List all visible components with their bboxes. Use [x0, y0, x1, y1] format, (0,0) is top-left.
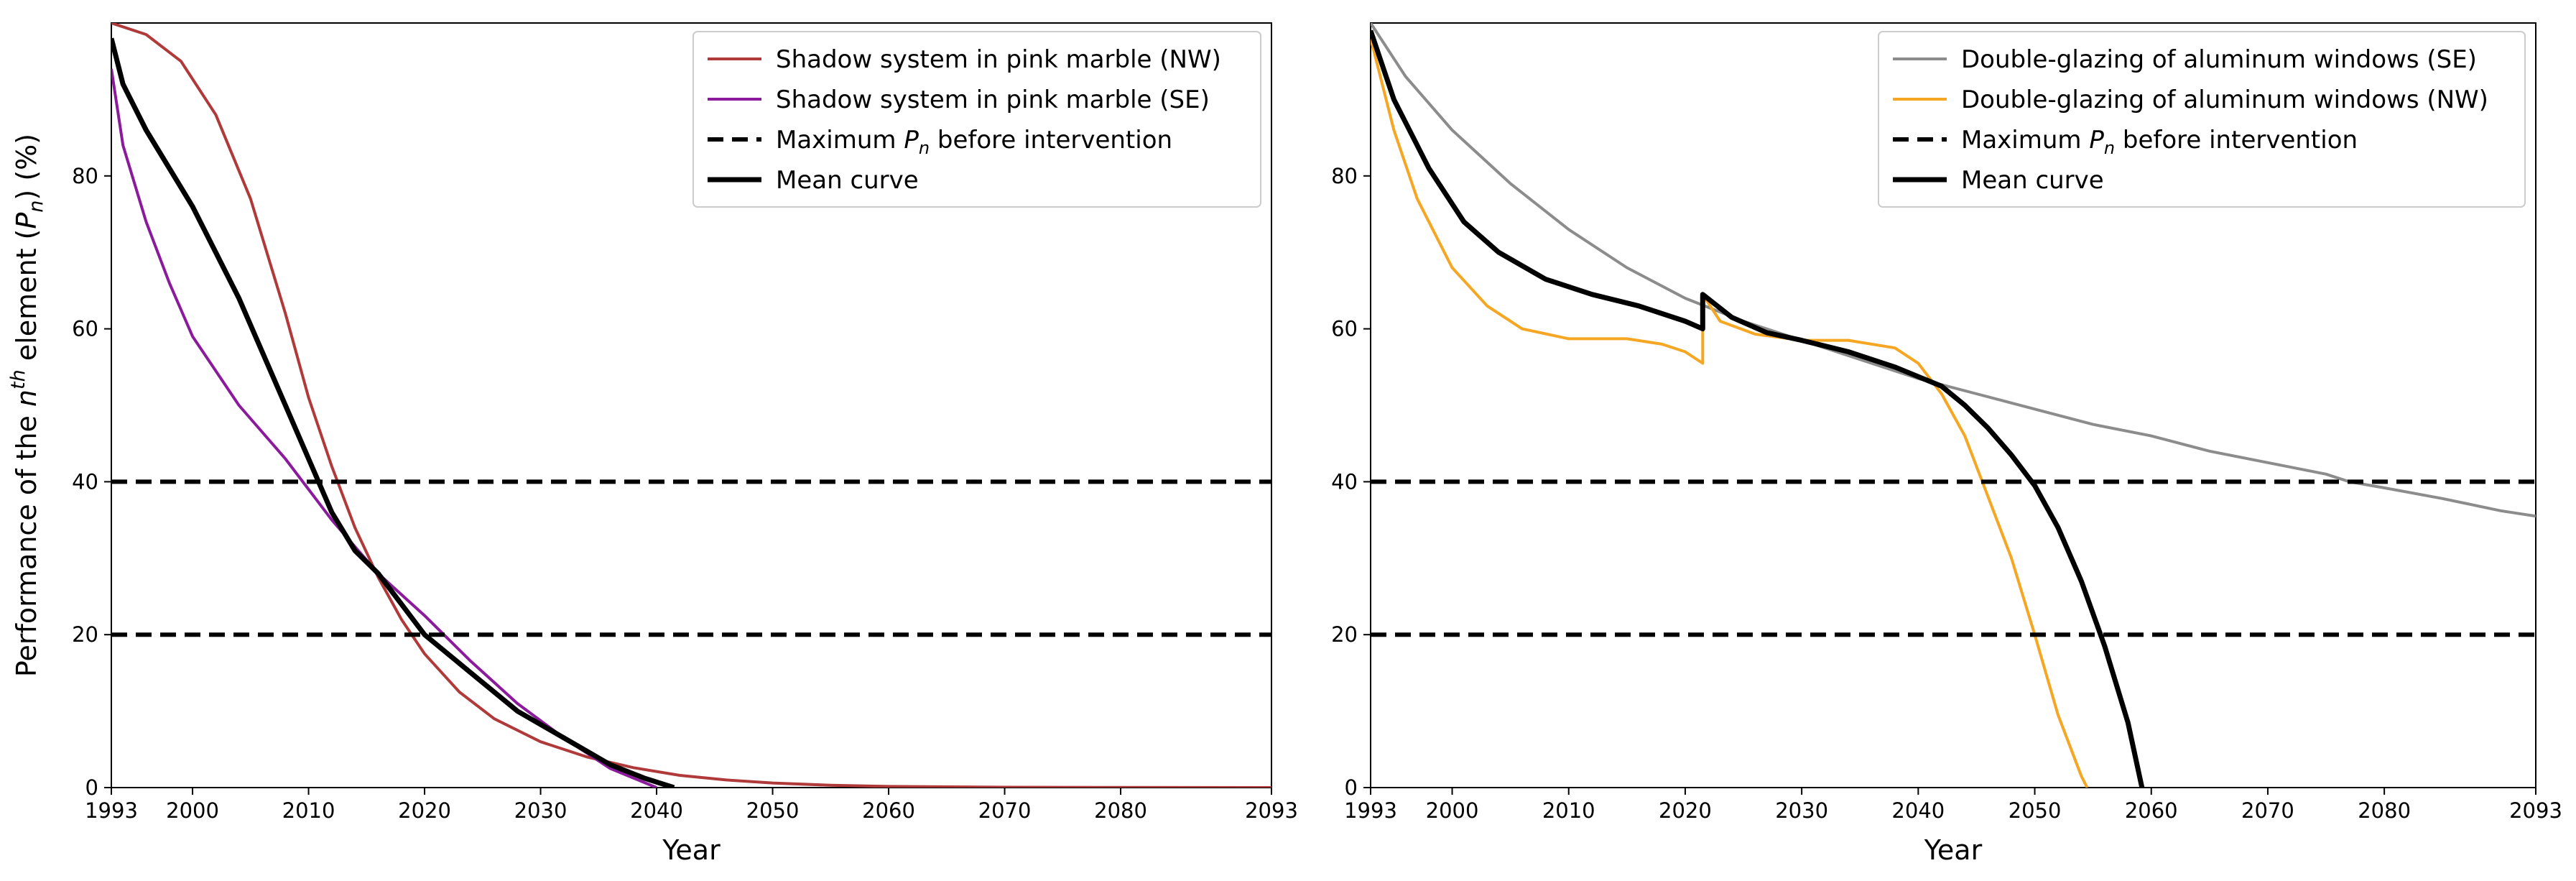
y-tick-label: 40 — [72, 469, 98, 494]
chart-panel-2: 1993 2000 2010 2020 2030 2040 2050 2060 2070 2080… — [1331, 22, 2562, 866]
legend-label: Mean curve — [776, 166, 919, 195]
legend-box — [692, 31, 1261, 208]
y-tick-label: 60 — [72, 317, 98, 341]
legend-label: Double-glazing of aluminum windows (SE) — [1961, 45, 2477, 74]
x-tick-label: 2030 — [514, 798, 567, 823]
chart-panel-1: 1993 2000 2010 2020 2030 2040 2050 2060 2070 2080… — [7, 22, 1298, 866]
x-tick-label: 2010 — [1542, 798, 1595, 823]
x-tick-label: 2010 — [282, 798, 335, 823]
x-tick-label: 2040 — [1891, 798, 1945, 823]
legend-label: Mean curve — [1961, 166, 2104, 195]
x-tick-label: 2070 — [978, 798, 1032, 823]
x-tick-label: 2060 — [2125, 798, 2178, 823]
x-tick-label: 2020 — [1659, 798, 1712, 823]
series-mean-curve-line — [111, 37, 675, 788]
series-layer — [1371, 23, 2536, 788]
series-double-glazing-of-aluminum-windows-nw-line — [1371, 37, 2089, 788]
x-tick-label: 2000 — [1426, 798, 1479, 823]
x-tick-label: 2040 — [630, 798, 683, 823]
series-shadow-system-in-pink-marble-nw-line — [111, 23, 1271, 788]
x-tick-label: 2070 — [2241, 798, 2294, 823]
y-tick-label: 20 — [72, 622, 98, 647]
x-axis-label: Year — [662, 834, 721, 866]
series-layer — [111, 23, 1271, 788]
plot-frame — [111, 22, 1272, 788]
legend-box — [1878, 31, 2526, 208]
x-tick-label: 2000 — [166, 798, 219, 823]
x-tick-label: 2050 — [746, 798, 800, 823]
legend-label: Maximum Pn before intervention — [776, 126, 1172, 158]
y-tick-label: 80 — [1331, 164, 1358, 188]
legend: Shadow system in pink marble (NW) Shadow … — [692, 31, 1261, 208]
x-tick-label: 1993 — [85, 798, 138, 823]
series-mean-curve-line — [1371, 29, 2145, 788]
legend: Double-glazing of aluminum windows (SE) D… — [1878, 31, 2526, 208]
series-shadow-system-in-pink-marble-se-line — [111, 68, 657, 788]
x-tick-label: 2093 — [2509, 798, 2562, 823]
y-tick-label: 0 — [1345, 775, 1358, 800]
x-tick-label: 2093 — [1245, 798, 1298, 823]
x-tick-label: 2050 — [2009, 798, 2062, 823]
legend-label: Shadow system in pink marble (SE) — [776, 86, 1210, 114]
legend-label: Maximum Pn before intervention — [1961, 126, 2358, 158]
x-axis-label: Year — [1924, 834, 1983, 866]
legend-label: Shadow system in pink marble (NW) — [776, 45, 1221, 74]
x-tick-label: 2020 — [398, 798, 451, 823]
y-tick-label: 0 — [85, 775, 98, 800]
x-tick-label: 2030 — [1775, 798, 1828, 823]
y-tick-label: 40 — [1331, 469, 1358, 494]
y-tick-label: 60 — [1331, 317, 1358, 341]
y-tick-label: 80 — [72, 164, 98, 188]
x-tick-label: 2080 — [1094, 798, 1147, 823]
legend-label: Double-glazing of aluminum windows (NW) — [1961, 86, 2488, 114]
x-tick-label: 2060 — [862, 798, 915, 823]
x-tick-label: 1993 — [1344, 798, 1397, 823]
plot-frame — [1370, 22, 2536, 788]
y-axis-label: Performance of the nth element (Pn) (%) — [7, 134, 47, 677]
x-tick-label: 2080 — [2358, 798, 2411, 823]
y-tick-label: 20 — [1331, 622, 1358, 647]
